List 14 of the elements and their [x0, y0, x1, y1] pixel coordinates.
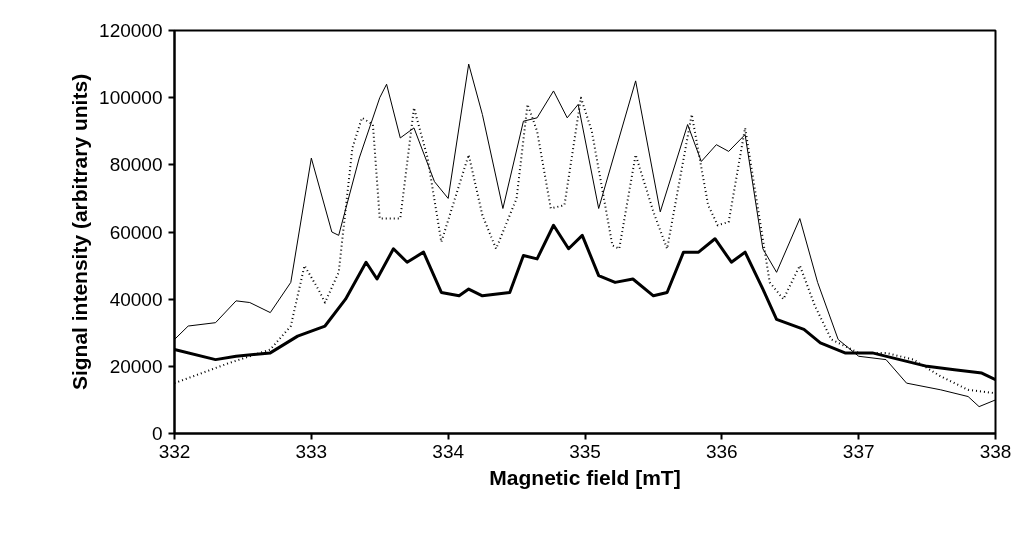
y-tick-label: 40000: [109, 288, 163, 310]
x-tick-label: 336: [705, 440, 738, 462]
x-tick-label: 335: [569, 440, 601, 462]
y-tick-label: 20000: [109, 355, 163, 377]
x-tick-label: 333: [295, 440, 328, 462]
y-axis-title: Signal intensity (arbitrary units): [68, 73, 92, 391]
x-tick-label: 334: [432, 440, 465, 462]
x-tick-label: 337: [842, 440, 875, 462]
y-tick-label: 120000: [99, 20, 163, 41]
x-axis-title: Magnetic field [mT]: [489, 465, 681, 489]
y-tick-label: 80000: [109, 154, 163, 176]
y-tick-label: 60000: [109, 221, 163, 243]
y-tick-label: 100000: [99, 87, 163, 109]
x-tick-label: 338: [979, 440, 1012, 462]
